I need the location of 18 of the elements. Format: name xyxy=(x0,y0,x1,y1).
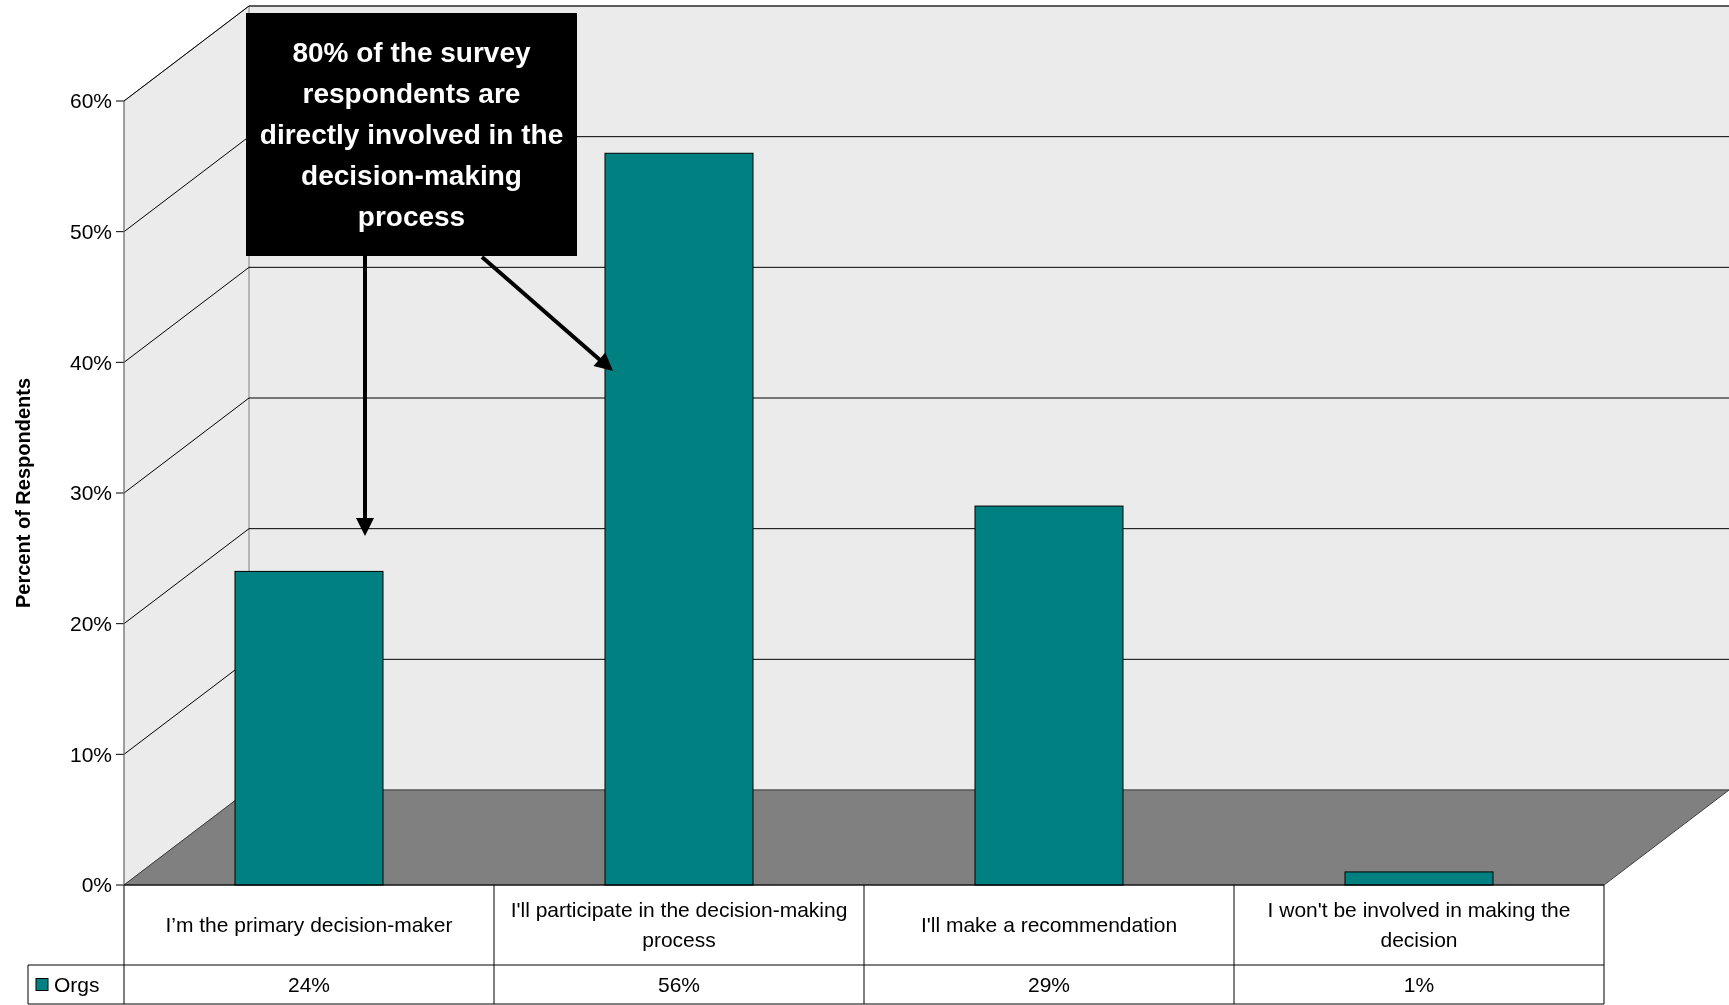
y-tick-label: 20% xyxy=(69,612,112,636)
annotation: 80% of the survey respondents are directly involved in the decision-making process xyxy=(259,37,564,233)
legend-label: Orgs xyxy=(54,972,100,996)
x-tick-label: I won't be involved in making the decision xyxy=(1267,898,1571,952)
y-tick-label: 40% xyxy=(69,350,112,374)
x-tick-label: I'll make a recommendation xyxy=(920,913,1178,937)
y-tick-label: 0% xyxy=(81,873,112,897)
y-tick-label: 50% xyxy=(69,220,112,244)
data-label: 1% xyxy=(1403,972,1435,996)
y-tick-label: 10% xyxy=(69,742,112,766)
y-tick-label: 30% xyxy=(69,481,112,505)
data-label: 24% xyxy=(287,972,331,996)
x-tick-label: I’m the primary decision-maker xyxy=(165,913,453,937)
x-tick-label: I'll participate in the decision-making process xyxy=(510,898,848,952)
data-label: 56% xyxy=(657,972,701,996)
y-tick-label: 60% xyxy=(69,89,112,113)
data-label: 29% xyxy=(1027,972,1071,996)
y-axis-title: Percent of Respondents xyxy=(12,377,34,609)
